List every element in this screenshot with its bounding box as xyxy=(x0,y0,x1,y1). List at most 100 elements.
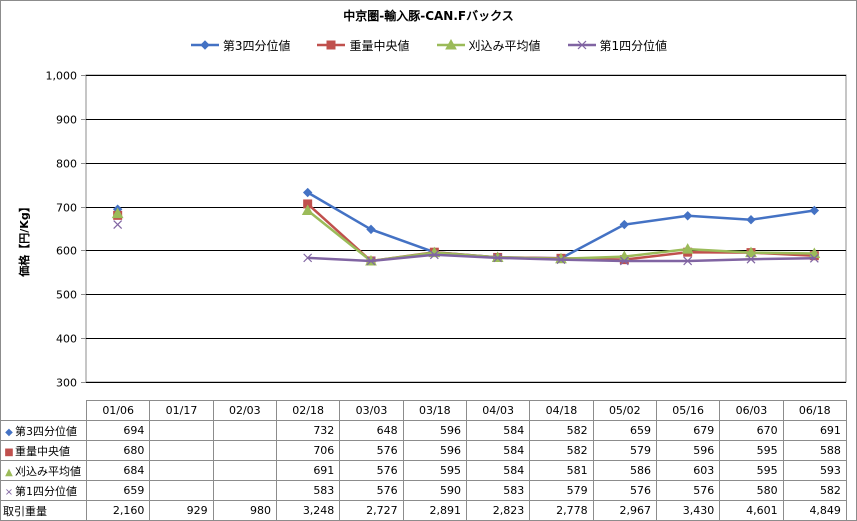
data-label: 586 xyxy=(592,460,657,481)
chart-title: 中京圏-輸入豚-CAN.Fバックス xyxy=(343,9,514,23)
data-point xyxy=(113,220,123,229)
data-label xyxy=(149,420,214,441)
x-tick-label: 04/03 xyxy=(465,400,531,421)
data-label: 691 xyxy=(275,460,341,481)
data-label: 659 xyxy=(85,480,151,501)
row-header: ▲ 刈込み平均値 xyxy=(0,460,87,481)
data-label: 680 xyxy=(85,440,151,461)
marker-stroke xyxy=(619,256,629,266)
data-label: 596 xyxy=(655,440,721,461)
marker-stroke xyxy=(366,256,376,266)
legend-marker xyxy=(577,40,586,50)
data-label: 576 xyxy=(655,480,721,501)
data-point xyxy=(745,246,757,258)
data-point xyxy=(556,255,566,265)
row-label: 取引重量 xyxy=(0,500,87,521)
legend-marker xyxy=(444,39,457,50)
data-point xyxy=(366,256,376,266)
data-label: 595 xyxy=(402,460,467,481)
data-label: 576 xyxy=(339,480,404,501)
data-label: 595 xyxy=(719,460,784,481)
legend-item: 第3四分位値 xyxy=(190,37,290,53)
row-label: 第1四分位値 xyxy=(15,484,77,498)
marker-stroke xyxy=(746,254,756,264)
data-label: 582 xyxy=(782,480,847,501)
marker-stroke xyxy=(429,250,439,260)
table-row: ■重量中央値 680 706 576 596 584 582 579 596 595 588 xyxy=(0,440,847,461)
data-label xyxy=(149,480,214,501)
data-label: 583 xyxy=(275,480,341,501)
data-label xyxy=(149,440,214,461)
triangle-icon: ▲ xyxy=(5,466,13,478)
data-point xyxy=(619,219,630,230)
data-label xyxy=(149,460,214,481)
data-point xyxy=(619,256,629,266)
data-label: 684 xyxy=(85,460,151,481)
y-tick-label: 800 xyxy=(56,158,77,171)
data-label: 659 xyxy=(592,420,657,441)
legend-label: 重量中央値 xyxy=(349,38,410,53)
row-label: 刈込み平均値 xyxy=(15,464,81,478)
legend-item: 重量中央値 xyxy=(316,37,410,53)
data-label: 579 xyxy=(592,440,657,461)
x-tick-label: 03/18 xyxy=(402,400,467,421)
data-label: 732 xyxy=(275,420,341,441)
data-point xyxy=(681,243,694,254)
x-tick-label: 05/02 xyxy=(592,400,657,421)
data-point xyxy=(493,253,503,263)
x-icon: × xyxy=(4,486,14,498)
x-tick-label: 06/03 xyxy=(719,400,784,421)
data-label: 576 xyxy=(592,480,657,501)
data-label: 2,778 xyxy=(529,500,594,521)
data-label: 576 xyxy=(339,460,404,481)
series-4 xyxy=(113,220,819,266)
y-tick-label: 600 xyxy=(56,245,77,258)
data-label: 596 xyxy=(402,420,467,441)
data-point xyxy=(303,253,313,263)
data-label: 584 xyxy=(465,460,531,481)
data-label: 3,430 xyxy=(655,500,721,521)
marker-stroke xyxy=(577,40,586,50)
data-point xyxy=(429,250,439,260)
data-label: 679 xyxy=(655,420,721,441)
square-legend-icon xyxy=(317,40,346,50)
data-label: 929 xyxy=(149,500,214,521)
y-tick-label: 900 xyxy=(56,114,77,127)
row-header: × 第1四分位値 xyxy=(0,480,87,501)
data-point xyxy=(809,205,820,216)
table-corner xyxy=(0,400,87,421)
table-header-row: 01/06 01/17 02/03 02/18 03/03 03/18 04/03 04/18… xyxy=(0,400,847,421)
data-label: 2,727 xyxy=(339,500,404,521)
row-label: 重量中央値 xyxy=(15,444,70,458)
data-label: 2,967 xyxy=(592,500,657,521)
x-tick-label: 05/16 xyxy=(655,400,721,421)
data-label: 582 xyxy=(529,420,594,441)
y-tick-label: 1,000 xyxy=(46,70,78,83)
row-label: 第3四分位値 xyxy=(15,424,77,438)
x-tick-label: 01/06 xyxy=(85,400,151,421)
data-label: 648 xyxy=(339,420,404,441)
marker-stroke xyxy=(809,253,819,263)
data-label: 588 xyxy=(782,440,847,461)
x-tick-label: 03/03 xyxy=(339,400,404,421)
y-tick-label: 400 xyxy=(56,333,77,346)
data-label: 603 xyxy=(655,460,721,481)
data-label: 4,849 xyxy=(782,500,847,521)
table-row: × 第1四分位値 659 583 576 590 583 579 576 576 580 582 xyxy=(0,480,847,501)
marker-stroke xyxy=(113,220,123,229)
data-point xyxy=(809,253,819,263)
data-label: 2,160 xyxy=(85,500,151,521)
x-tick-label: 02/18 xyxy=(275,400,341,421)
x-tick-label: 06/18 xyxy=(782,400,847,421)
legend-label: 刈込み平均値 xyxy=(468,38,541,53)
table-row: ▲ 刈込み平均値 684 691 576 595 584 581 586 603 595 593 xyxy=(0,460,847,481)
data-label: 3,248 xyxy=(275,500,341,521)
data-label: 4,601 xyxy=(719,500,784,521)
data-label xyxy=(212,480,277,501)
data-point xyxy=(683,256,693,266)
data-point xyxy=(366,224,376,235)
legend-marker xyxy=(200,40,210,50)
data-table: 01/06 01/17 02/03 02/18 03/03 03/18 04/03 04/18… xyxy=(0,400,847,521)
data-label: 2,823 xyxy=(465,500,531,521)
data-label: 590 xyxy=(402,480,467,501)
